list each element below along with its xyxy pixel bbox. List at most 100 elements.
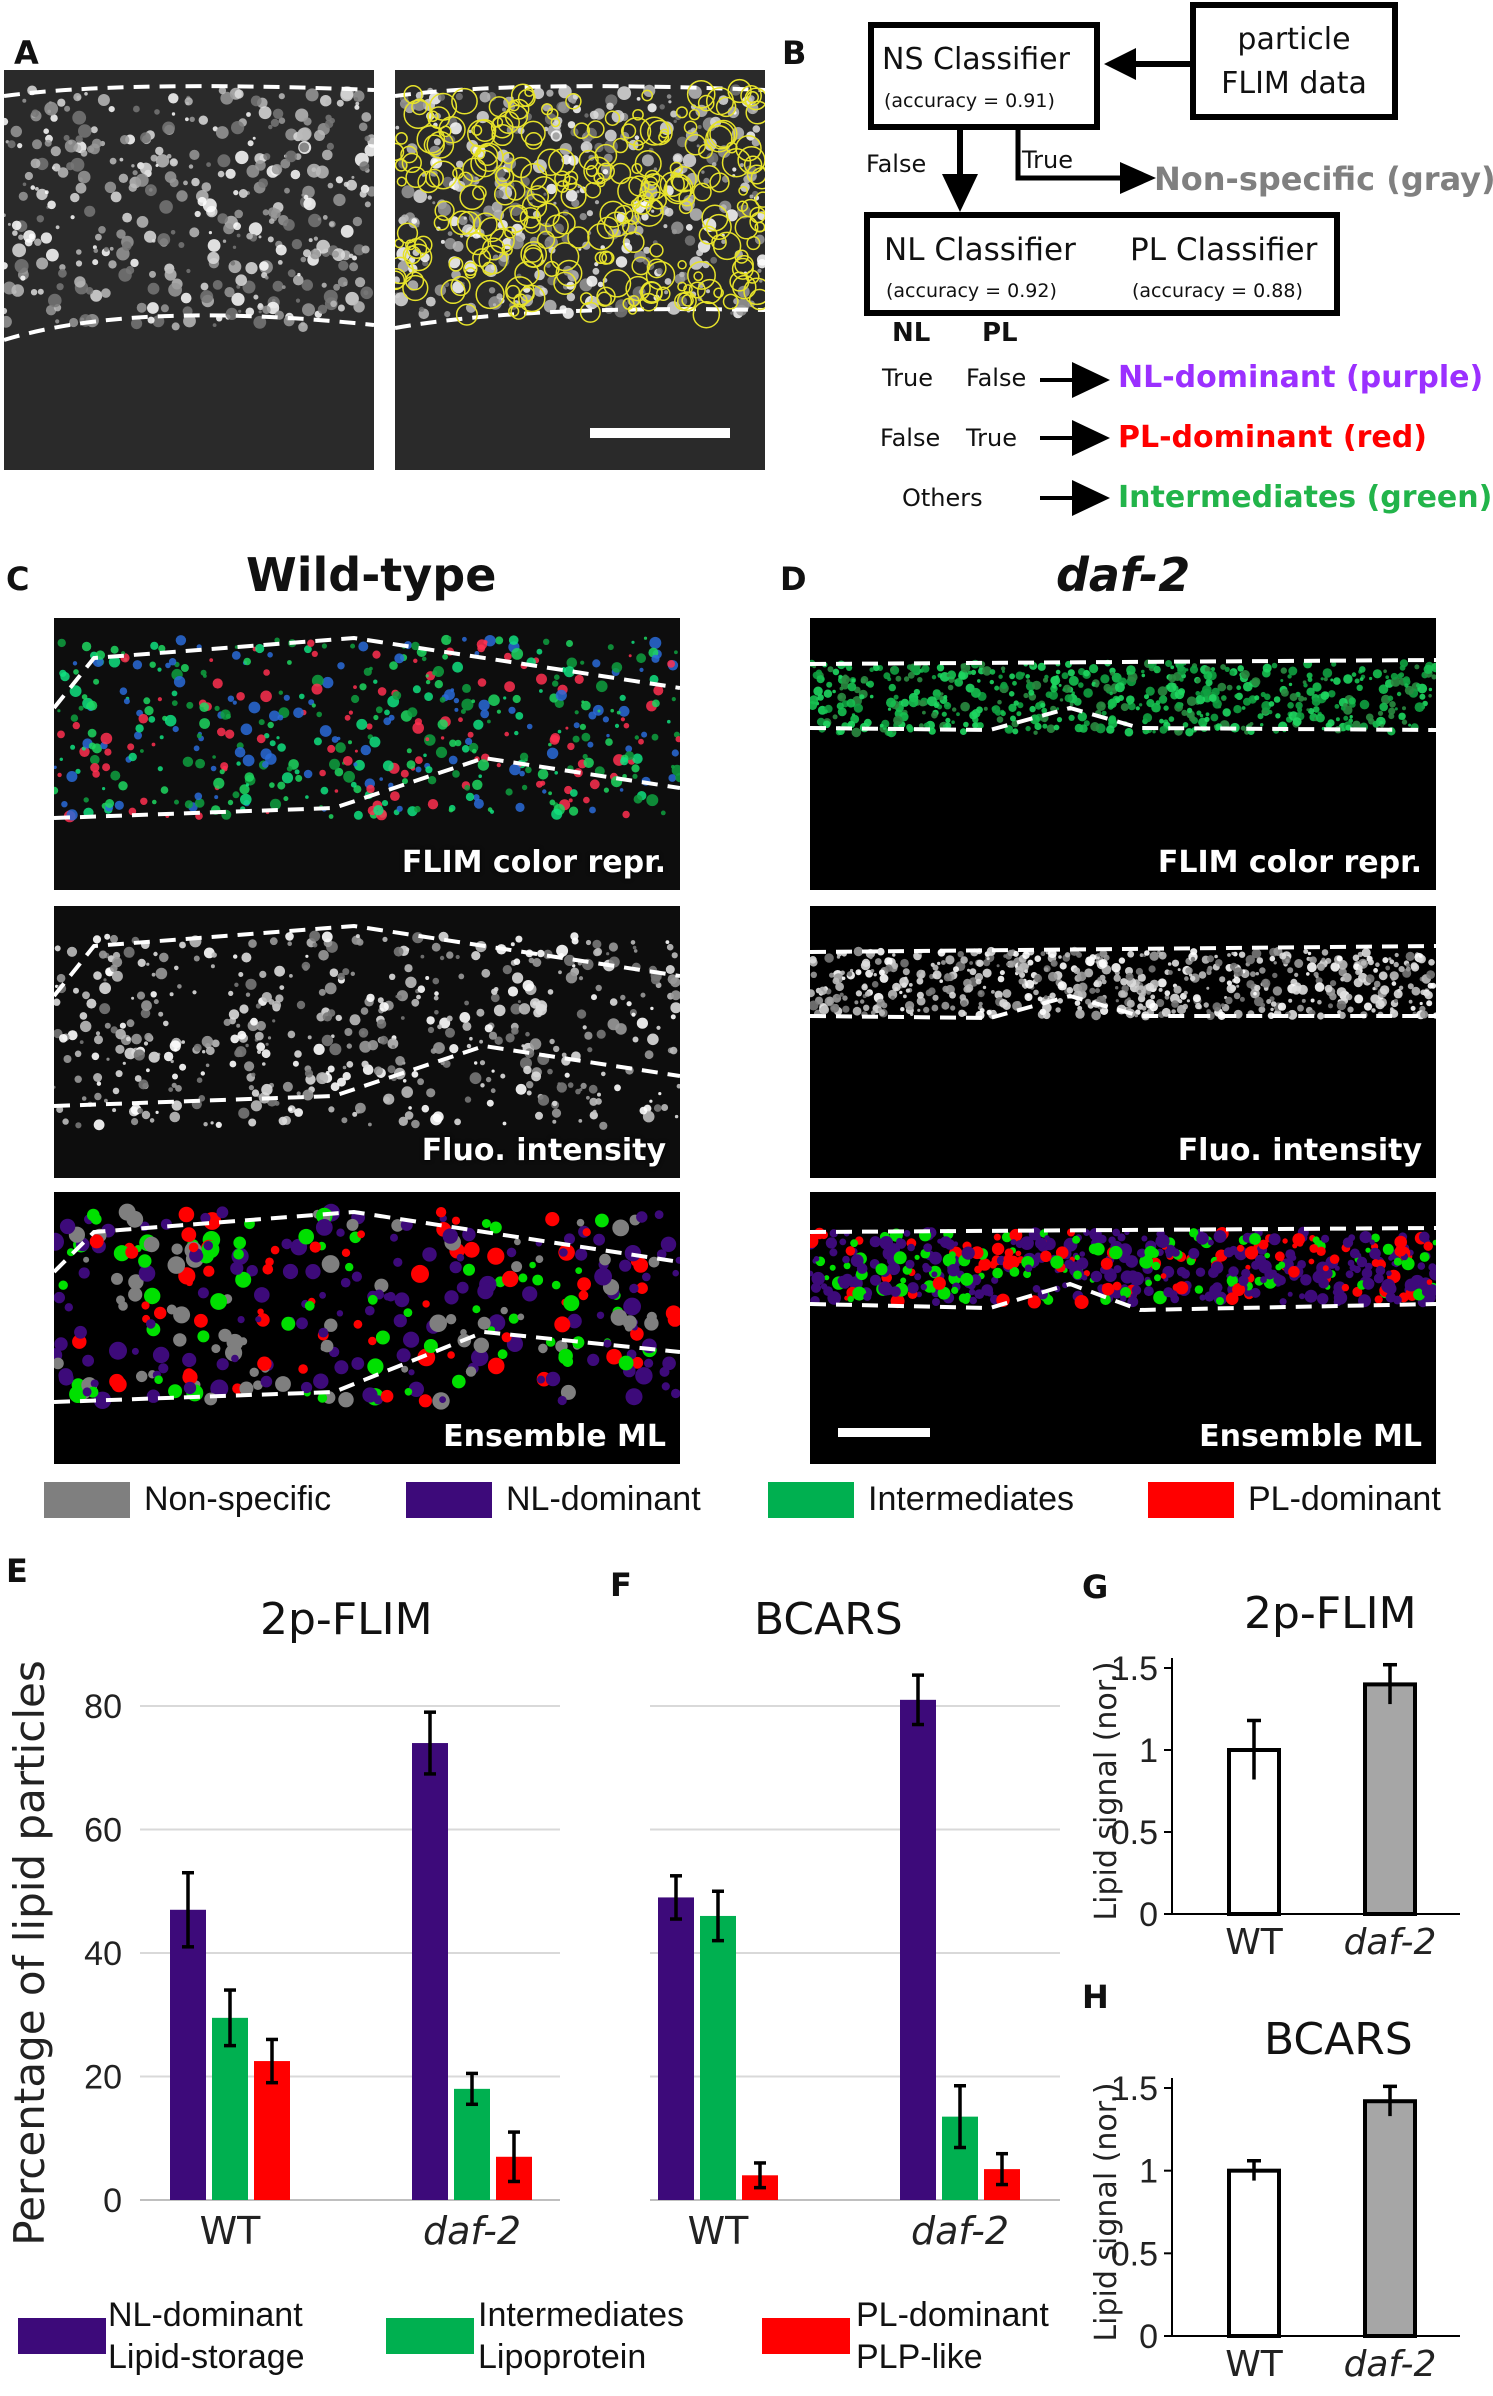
legend-pl-dominant: PL-dominant	[1148, 1480, 1441, 1519]
particle-data-box: particle FLIM data	[1190, 2, 1398, 120]
bar-nl-dominant	[412, 1743, 448, 2200]
y-axis-label: Lipid signal (nor.)	[1090, 1661, 1124, 1920]
nl-accuracy: (accuracy = 0.92)	[886, 280, 1057, 302]
wt-ensemble-label: Ensemble ML	[443, 1419, 666, 1454]
daf2-ensemble-image: Ensemble ML	[810, 1192, 1436, 1464]
legend-nl-storage: NL-dominant Lipid-storage	[108, 2294, 305, 2378]
y-tick-label: 60	[84, 1812, 122, 1850]
col-nl: NL	[892, 318, 931, 348]
y-tick-label: 20	[84, 2059, 122, 2097]
row2-nl: False	[880, 424, 941, 452]
wt-fluo-label: Fluo. intensity	[421, 1133, 666, 1168]
nl-classifier-title: NL Classifier	[884, 232, 1076, 268]
x-tick-label: daf-2	[1344, 1922, 1437, 1963]
scale-bar	[590, 428, 730, 438]
panel-label-f: F	[610, 1566, 632, 1604]
y-tick-label: 80	[84, 1688, 122, 1726]
x-tick-label: WT	[1225, 2344, 1284, 2385]
legend-swatch-pl	[762, 2318, 850, 2354]
legend-line1: Intermediates	[478, 2296, 684, 2334]
legend-intermediates: Intermediates	[768, 1480, 1074, 1519]
row1-pl: False	[966, 364, 1027, 392]
x-tick-label: daf-2	[423, 2209, 521, 2253]
charts-e-f: 0 20 40 60 80 Percentage of lipid particles WT…	[5, 1660, 1060, 2253]
daf2-fluo-image: Fluo. intensity	[810, 906, 1436, 1178]
legend-swatch-nl	[18, 2318, 106, 2354]
micrograph-a-segmented	[395, 70, 765, 470]
bar-intermediates	[700, 1915, 736, 2200]
y-tick-label: 0	[1139, 1896, 1158, 1934]
flowchart-arrows	[942, 48, 1190, 516]
pl-accuracy: (accuracy = 0.88)	[1132, 280, 1303, 302]
chart-g-title: 2p-FLIM	[1244, 1588, 1417, 1639]
daf2-flim-label: FLIM color repr.	[1157, 845, 1422, 880]
legend-swatch	[406, 1481, 492, 1518]
y-tick-label: 40	[84, 1935, 122, 1973]
wildtype-title: Wild-type	[246, 548, 497, 602]
bar-daf-2	[1363, 2099, 1417, 2338]
y-tick-label: 1	[1139, 2153, 1158, 2191]
legend-pl-plp: PL-dominant PLP-like	[856, 2294, 1049, 2378]
legend-int-lipoprotein: Intermediates Lipoprotein	[478, 2294, 684, 2378]
bar-wt	[1227, 2168, 1281, 2338]
x-tick-label: WT	[1225, 1922, 1284, 1963]
true-label: True	[1022, 146, 1073, 174]
y-tick-label: 1.5	[1111, 2070, 1158, 2108]
legend-line2: Lipoprotein	[478, 2338, 647, 2376]
legend-swatch-int	[386, 2318, 474, 2354]
legend-label: NL-dominant	[506, 1480, 701, 1518]
micrograph-a-raw	[4, 70, 374, 470]
legend-line1: NL-dominant	[108, 2296, 303, 2334]
panel-label-e: E	[6, 1552, 28, 1590]
row1-output: NL-dominant (purple)	[1118, 360, 1484, 395]
legend-swatch	[1148, 1481, 1234, 1518]
y-axis-label: Percentage of lipid particles	[5, 1660, 54, 2245]
y-tick-label: 0.5	[1111, 1814, 1158, 1852]
daf2-ensemble-label: Ensemble ML	[1199, 1419, 1422, 1454]
pl-classifier-title: PL Classifier	[1130, 232, 1318, 268]
wt-flim-label: FLIM color repr.	[401, 845, 666, 880]
legend-line1: PL-dominant	[856, 2296, 1049, 2334]
wt-ensemble-image: Ensemble ML	[54, 1192, 680, 1464]
bar-nl-dominant	[658, 1897, 694, 2200]
bar-daf-2	[1363, 1682, 1417, 1917]
ns-classifier-box: NS Classifier (accuracy = 0.91)	[868, 22, 1100, 130]
legend-line2: PLP-like	[856, 2338, 983, 2376]
nl-pl-classifier-box: NL Classifier (accuracy = 0.92) PL Class…	[864, 212, 1340, 316]
particle-data-line1: particle	[1237, 22, 1351, 57]
legend-swatch	[768, 1481, 854, 1518]
x-tick-label: daf-2	[911, 2209, 1009, 2253]
panel-label-d: D	[780, 560, 807, 598]
y-axis-label: Lipid signal (nor.)	[1090, 2082, 1124, 2341]
y-tick-label: 0.5	[1111, 2235, 1158, 2273]
panel-label-a: A	[14, 34, 39, 72]
chart-f-title: BCARS	[754, 1594, 903, 1645]
y-tick-label: 0	[103, 2182, 122, 2220]
y-tick-label: 1.5	[1111, 1650, 1158, 1688]
col-pl: PL	[982, 318, 1018, 348]
row2-output: PL-dominant (red)	[1118, 420, 1427, 455]
y-tick-label: 1	[1139, 1732, 1158, 1770]
nonspecific-output: Non-specific (gray)	[1154, 160, 1493, 198]
legend-line2: Lipid-storage	[108, 2338, 305, 2376]
particle-data-line2: FLIM data	[1221, 66, 1367, 101]
panel-label-c: C	[6, 560, 30, 598]
bar-nl-dominant	[900, 1699, 936, 2200]
ns-classifier-title: NS Classifier	[882, 42, 1070, 77]
legend-swatch	[44, 1481, 130, 1518]
legend-nl-dominant: NL-dominant	[406, 1480, 701, 1519]
row3-nl: Others	[902, 484, 983, 512]
x-tick-label: WT	[200, 2209, 262, 2253]
x-tick-label: WT	[688, 2209, 750, 2253]
row1-nl: True	[882, 364, 933, 392]
wt-fluo-image: Fluo. intensity	[54, 906, 680, 1178]
daf2-flim-image: FLIM color repr.	[810, 618, 1436, 890]
legend-label: Intermediates	[868, 1480, 1074, 1518]
legend-nonspecific: Non-specific	[44, 1480, 331, 1519]
legend-label: Non-specific	[144, 1480, 332, 1518]
panel-label-h: H	[1082, 1978, 1109, 2016]
daf2-fluo-label: Fluo. intensity	[1177, 1133, 1422, 1168]
row2-pl: True	[966, 424, 1017, 452]
